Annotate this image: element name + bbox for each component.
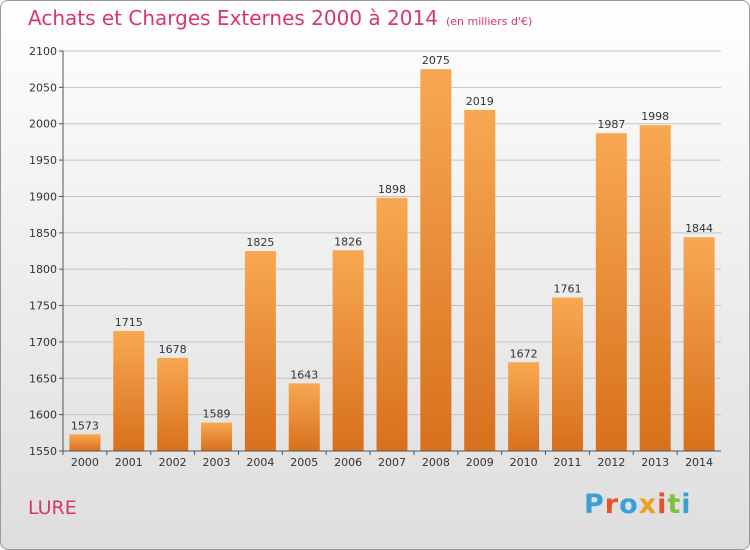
bar-2001: [113, 331, 145, 451]
y-tick-label-1600: 1600: [29, 409, 57, 422]
y-tick-label-1650: 1650: [29, 372, 57, 385]
city-label: LURE: [28, 497, 77, 519]
brand-letter-1: r: [604, 489, 620, 520]
y-tick-label-1700: 1700: [29, 336, 57, 349]
x-tick-label-2004: 2004: [246, 456, 274, 469]
x-tick-label-2005: 2005: [290, 456, 318, 469]
y-tick-label-2100: 2100: [29, 45, 57, 58]
bar-2002: [157, 357, 189, 451]
x-tick-label-2000: 2000: [71, 456, 99, 469]
x-tick-label-2009: 2009: [466, 456, 494, 469]
chart-title-unit: (en milliers d'€): [445, 15, 533, 28]
brand-letter-6: i: [681, 489, 692, 520]
y-tick-label-1550: 1550: [29, 445, 57, 458]
x-tick-label-2007: 2007: [378, 456, 406, 469]
bar-layer: 1573 1715 1678 1589 1825 1643 1826 1898 2075 2019…: [69, 54, 715, 451]
x-tick-label-2013: 2013: [641, 456, 669, 469]
bar-2007: [376, 197, 408, 451]
bar-2008: [420, 69, 452, 451]
axis-layer: 1550 1600 1650 1700 1750 1800 1850 1900 1950 2000…: [29, 45, 721, 469]
bar-2006: [332, 250, 364, 451]
data-label-2014: 1844: [685, 222, 713, 235]
bar-2014: [683, 237, 715, 451]
y-tick-label-1950: 1950: [29, 154, 57, 167]
data-label-2009: 2019: [466, 95, 494, 108]
data-label-2001: 1715: [115, 316, 143, 329]
bar-2011: [551, 297, 583, 451]
brand-letter-5: t: [667, 489, 682, 520]
bar-2010: [508, 362, 540, 451]
data-label-2011: 1761: [553, 283, 581, 296]
bar-2009: [464, 109, 496, 451]
x-tick-label-2001: 2001: [115, 456, 143, 469]
chart-title: Achats et Charges Externes 2000 à 2014 (e…: [28, 6, 532, 30]
y-tick-label-1750: 1750: [29, 300, 57, 313]
data-label-2007: 1898: [378, 183, 406, 196]
x-tick-label-2008: 2008: [422, 456, 450, 469]
y-tick-label-1900: 1900: [29, 190, 57, 203]
data-label-2005: 1643: [290, 368, 318, 381]
x-tick-label-2003: 2003: [203, 456, 231, 469]
y-tick-label-2000: 2000: [29, 118, 57, 131]
brand-letter-2: o: [619, 489, 639, 520]
x-tick-label-2012: 2012: [597, 456, 625, 469]
bar-2003: [201, 422, 233, 451]
bar-2013: [639, 125, 671, 451]
y-tick-label-1800: 1800: [29, 263, 57, 276]
x-tick-label-2014: 2014: [685, 456, 713, 469]
x-tick-label-2006: 2006: [334, 456, 362, 469]
data-label-2012: 1987: [597, 118, 625, 131]
y-tick-label-2050: 2050: [29, 81, 57, 94]
brand-letter-3: x: [638, 489, 658, 520]
brand-letter-4: i: [657, 489, 668, 520]
y-tick-label-1850: 1850: [29, 227, 57, 240]
bar-2012: [595, 133, 627, 451]
x-tick-label-2011: 2011: [553, 456, 581, 469]
brand-letter-0: P: [584, 489, 605, 520]
bar-2004: [244, 251, 276, 451]
x-tick-label-2002: 2002: [159, 456, 187, 469]
data-label-2010: 1672: [510, 347, 538, 360]
data-label-2006: 1826: [334, 235, 362, 248]
data-label-2013: 1998: [641, 110, 669, 123]
data-label-2008: 2075: [422, 54, 450, 67]
data-label-2000: 1573: [71, 419, 99, 432]
x-tick-label-2010: 2010: [510, 456, 538, 469]
bar-2005: [288, 383, 320, 451]
brand-logo: Proxiti: [584, 489, 692, 520]
chart-title-text: Achats et Charges Externes 2000 à 2014: [28, 6, 438, 30]
data-label-2002: 1678: [159, 343, 187, 356]
data-label-2003: 1589: [203, 408, 231, 421]
data-label-2004: 1825: [246, 236, 274, 249]
bar-2000: [69, 434, 101, 451]
